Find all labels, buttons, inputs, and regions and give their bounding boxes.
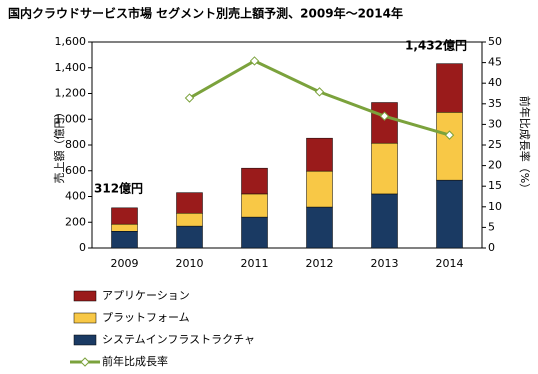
legend-label: システムインフラストラクチャ <box>102 333 255 346</box>
annotation: 312億円 <box>94 181 143 196</box>
growth-marker <box>249 56 260 66</box>
y-tick-label: 1,400 <box>55 61 87 74</box>
y2-tick-label: 45 <box>488 56 502 69</box>
legend-swatch <box>73 290 97 302</box>
bar-segment <box>176 225 203 249</box>
y2-tick-label: 35 <box>488 97 502 110</box>
y-tick-label: 600 <box>65 164 86 177</box>
bar-segment <box>241 193 268 218</box>
growth-line <box>188 59 450 137</box>
y2-tick-label: 40 <box>488 76 502 89</box>
bar-segment <box>306 137 333 172</box>
bar-segment <box>371 193 398 249</box>
growth-marker <box>184 93 195 103</box>
y-tick-label: 400 <box>65 190 86 203</box>
x-tick-label: 2014 <box>436 257 464 270</box>
bar-segment <box>176 212 203 227</box>
growth-marker <box>444 130 455 140</box>
growth-marker <box>314 87 325 97</box>
plot-frame <box>91 41 483 249</box>
legend-label: アプリケーション <box>102 289 190 302</box>
x-tick-label: 2011 <box>241 257 269 270</box>
bar-segment <box>436 112 463 181</box>
y-tick-label: 800 <box>65 138 86 151</box>
y2-tick-label: 50 <box>488 35 502 48</box>
y-tick-label: 0 <box>79 241 86 254</box>
bar-segment <box>111 223 138 232</box>
y-tick-label: 1,600 <box>55 35 87 48</box>
bar-segment <box>436 63 463 113</box>
bar-segment <box>176 192 203 214</box>
legend-label: 前年比成長率 <box>102 354 168 368</box>
y2-tick-label: 30 <box>488 117 502 130</box>
x-tick-label: 2009 <box>111 257 139 270</box>
bar-segment <box>371 142 398 195</box>
legend-swatch <box>73 334 97 346</box>
y-tick-label: 200 <box>65 215 86 228</box>
y2-tick-label: 15 <box>488 179 502 192</box>
bar-segment <box>241 167 268 195</box>
bar-segment <box>111 231 138 249</box>
bar-segment <box>371 102 398 144</box>
y-tick-label: 1,200 <box>55 87 87 100</box>
bar-segment <box>111 207 138 225</box>
bar-segment <box>306 206 333 249</box>
y2-tick-label: 0 <box>488 241 495 254</box>
y2-tick-label: 25 <box>488 138 502 151</box>
chart-title: 国内クラウドサービス市場 セグメント別売上額予測、2009年～2014年 <box>8 6 403 21</box>
bar-segment <box>436 179 463 249</box>
y2-axis-label: 前年比成長率（%） <box>518 96 532 194</box>
legend-marker <box>80 357 90 367</box>
bar-segment <box>306 170 333 208</box>
bar-segment <box>241 216 268 249</box>
y-tick-label: 1,000 <box>55 112 87 125</box>
y2-tick-label: 5 <box>488 220 495 233</box>
x-tick-label: 2013 <box>371 257 399 270</box>
y2-tick-label: 20 <box>488 159 502 172</box>
legend-swatch <box>73 312 97 324</box>
annotation: 1,432億円 <box>405 38 467 53</box>
y-axis-label: 売上額（億円） <box>53 107 66 184</box>
growth-marker <box>379 111 390 121</box>
legend-label: プラットフォーム <box>102 311 190 324</box>
x-tick-label: 2012 <box>306 257 334 270</box>
y2-tick-label: 10 <box>488 200 502 213</box>
x-tick-label: 2010 <box>176 257 204 270</box>
